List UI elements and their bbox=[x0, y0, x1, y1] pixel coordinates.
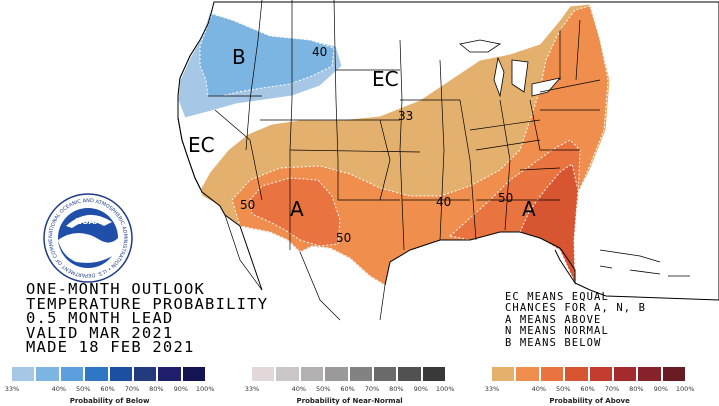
scale-below-tick-7: 90% bbox=[173, 385, 189, 393]
scale-below-tick-1: 33% bbox=[4, 385, 20, 393]
caribbean-islands bbox=[599, 249, 690, 277]
label-ec-west: EC bbox=[188, 133, 215, 157]
coastline bbox=[177, 9, 576, 291]
scale-above-swatch-8 bbox=[662, 367, 686, 381]
title-line-1: ONE-MONTH OUTLOOK bbox=[26, 280, 206, 298]
outlook-title-block: ONE-MONTH OUTLOOK TEMPERATURE PROBABILIT… bbox=[26, 280, 269, 357]
scale-above-swatch-1 bbox=[492, 367, 515, 381]
legend-note-3: A MEANS ABOVE bbox=[505, 313, 602, 326]
label-below-region: B bbox=[232, 45, 246, 69]
scale-near-normal-tick-6: 80% bbox=[389, 385, 404, 393]
scale-near-normal-tick-2: 40% bbox=[291, 385, 307, 393]
scale-above-swatch-5 bbox=[589, 367, 612, 381]
title-line-5: MADE 18 FEB 2021 bbox=[26, 338, 195, 357]
scale-above-tick-4: 60% bbox=[580, 385, 595, 393]
scale-above-tick-1: 33% bbox=[484, 385, 500, 393]
title-line-2: TEMPERATURE PROBABILITY bbox=[26, 294, 269, 313]
scale-below-swatch-2 bbox=[36, 367, 59, 381]
mexico-outline bbox=[224, 214, 386, 321]
label-contour-40-southeast: 40 bbox=[436, 195, 451, 209]
label-contour-50-west: 50 bbox=[240, 198, 255, 212]
great-lakes bbox=[459, 39, 562, 98]
legend-notes: EC MEANS EQUAL CHANCES FOR A, N, B A MEA… bbox=[505, 291, 647, 349]
above-50-region-west bbox=[249, 177, 341, 247]
noaa-logo-text: NOAA bbox=[75, 217, 101, 226]
scale-below-swatch-8 bbox=[182, 367, 206, 381]
scale-below-swatch-5 bbox=[109, 367, 132, 381]
scale-above-tick-2: 40% bbox=[531, 385, 547, 393]
scale-below-tick-3: 50% bbox=[75, 385, 91, 393]
label-above-region-southeast: A bbox=[522, 197, 536, 221]
label-contour-33: 33 bbox=[398, 109, 413, 123]
scale-above-swatch-4 bbox=[565, 367, 588, 381]
scale-below-swatch-4 bbox=[85, 367, 108, 381]
scale-near-normal-tick-3: 50% bbox=[315, 385, 331, 393]
label-contour-50-south: 50 bbox=[336, 231, 351, 245]
scale-near-normal-swatch-5 bbox=[349, 367, 372, 381]
scale-near-normal-tick-4: 60% bbox=[340, 385, 355, 393]
scale-above-tick-8: 100% bbox=[675, 385, 695, 393]
scale-near-normal-swatch-6 bbox=[373, 367, 397, 381]
label-above-region-west: A bbox=[290, 197, 304, 221]
scale-above-tick-5: 70% bbox=[604, 385, 620, 393]
scale-near-normal-title: Probability of Near-Normal bbox=[296, 397, 403, 405]
scale-above-tick-6: 80% bbox=[629, 385, 644, 393]
scale-below-swatch-1 bbox=[12, 367, 35, 381]
scale-below-swatch-3 bbox=[60, 367, 84, 381]
scale-near-normal-swatch-3 bbox=[300, 367, 324, 381]
legend-note-4: N MEANS NORMAL bbox=[505, 325, 609, 338]
scale-near-normal-swatch-4 bbox=[325, 367, 348, 381]
below-40-region bbox=[199, 13, 335, 97]
title-line-4: VALID MAR 2021 bbox=[26, 323, 174, 342]
legend-note-1: EC MEANS EQUAL bbox=[505, 291, 609, 303]
scale-above-title: Probability of Above bbox=[549, 397, 630, 405]
scale-near-normal-tick-5: 70% bbox=[364, 385, 380, 393]
scale-below-tick-6: 80% bbox=[149, 385, 164, 393]
scale-below-swatch-6 bbox=[133, 367, 157, 381]
legend-note-2: CHANCES FOR A, N, B bbox=[505, 302, 647, 315]
scale-above-swatch-6 bbox=[613, 367, 637, 381]
scale-above-swatch-3 bbox=[540, 367, 564, 381]
scale-above-tick-7: 90% bbox=[653, 385, 669, 393]
noaa-logo: NOAA NATIONAL OCEANIC AND ATMOSPHERIC AD… bbox=[0, 0, 133, 283]
scale-near-normal-swatch-1 bbox=[252, 367, 275, 381]
label-contour-50-southeast: 50 bbox=[498, 191, 513, 205]
state-boundaries bbox=[208, 0, 601, 251]
title-line-3: 0.5 MONTH LEAD bbox=[26, 309, 174, 328]
scale-above-tick-3: 50% bbox=[555, 385, 571, 393]
scale-near-normal-tick-1: 33% bbox=[244, 385, 260, 393]
scale-below-title: Probability of Below bbox=[69, 397, 150, 405]
scale-near-normal-tick-7: 90% bbox=[413, 385, 429, 393]
scale-near-normal-bar bbox=[252, 367, 447, 381]
scale-above-swatch-7 bbox=[638, 367, 661, 381]
scale-below-tick-5: 70% bbox=[124, 385, 140, 393]
legend-note-5: B MEANS BELOW bbox=[505, 336, 602, 349]
scale-below-tick-4: 60% bbox=[100, 385, 115, 393]
scale-near-normal-swatch-8 bbox=[422, 367, 446, 381]
scale-below-bar bbox=[12, 367, 207, 381]
scale-below-tick-2: 40% bbox=[51, 385, 67, 393]
scale-near-normal-swatch-7 bbox=[398, 367, 421, 381]
scale-below-tick-8: 100% bbox=[195, 385, 215, 393]
label-contour-40-north: 40 bbox=[312, 45, 327, 59]
scale-above-bar bbox=[492, 367, 687, 381]
label-ec-north: EC bbox=[372, 67, 399, 91]
scale-below-swatch-7 bbox=[158, 367, 181, 381]
scale-near-normal-tick-8: 100% bbox=[435, 385, 455, 393]
scale-above-swatch-2 bbox=[516, 367, 539, 381]
scale-near-normal-swatch-2 bbox=[276, 367, 299, 381]
